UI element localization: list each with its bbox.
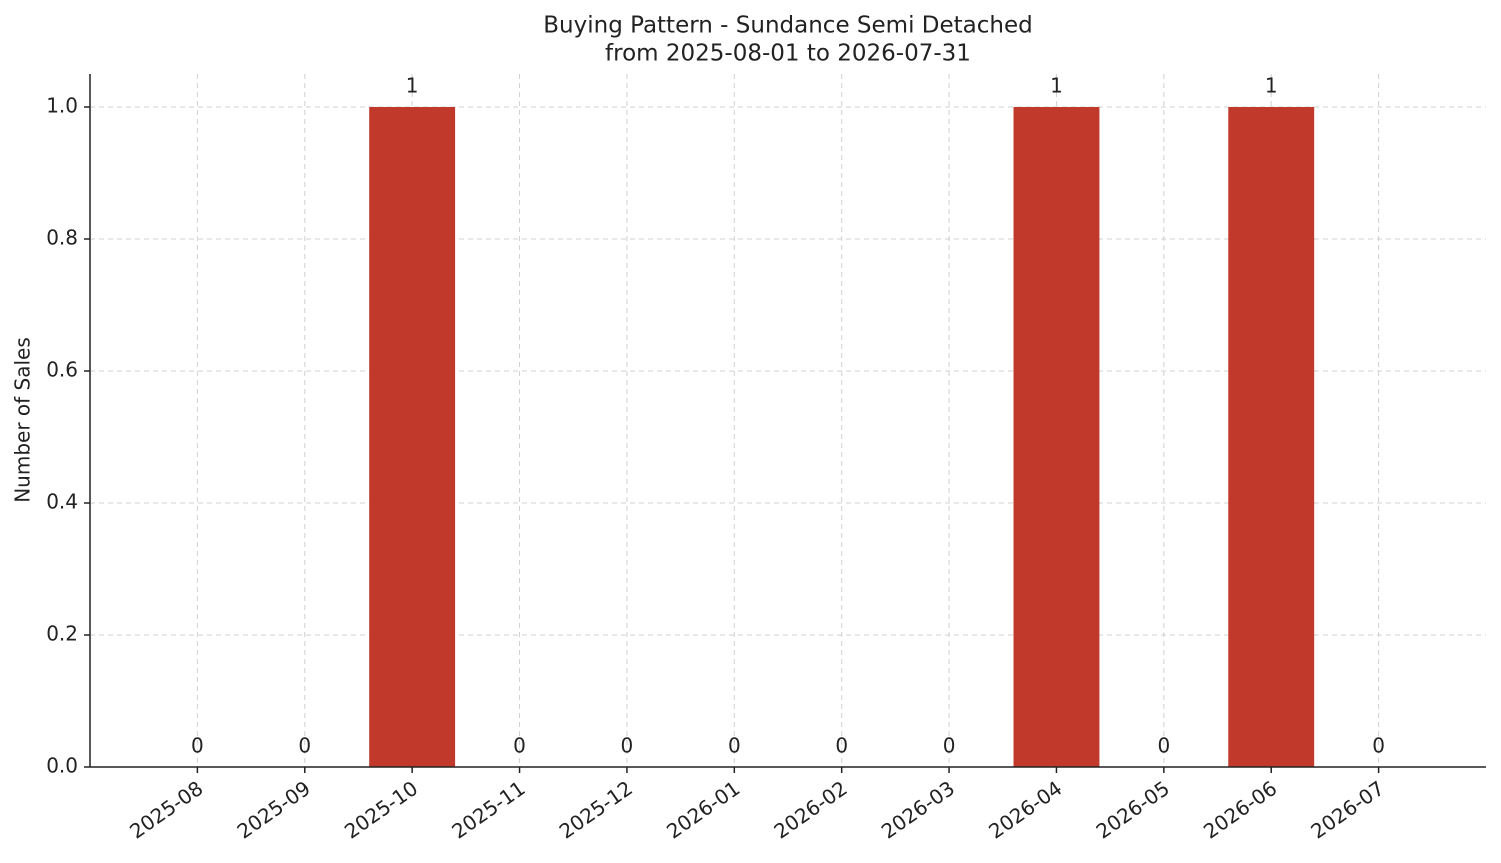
x-tick-label: 2025-11 xyxy=(447,776,529,844)
value-label: 1 xyxy=(1050,74,1063,98)
bar xyxy=(369,107,456,767)
bar xyxy=(1013,107,1100,767)
x-tick-label: 2025-08 xyxy=(125,776,207,844)
x-tick-label: 2025-09 xyxy=(233,776,315,844)
x-tick-label: 2026-06 xyxy=(1199,776,1281,844)
y-tick-label: 0.8 xyxy=(46,226,78,250)
chart-title: Buying Pattern - Sundance Semi Detached xyxy=(543,13,1032,39)
value-label: 0 xyxy=(1157,734,1170,758)
value-label: 1 xyxy=(406,74,419,98)
x-tick-label: 2025-12 xyxy=(555,776,637,844)
x-tick-label: 2026-05 xyxy=(1092,776,1174,844)
value-label: 1 xyxy=(1265,74,1278,98)
chart-subtitle: from 2025-08-01 to 2026-07-31 xyxy=(605,41,971,67)
bar xyxy=(1228,107,1315,767)
value-label: 0 xyxy=(298,734,311,758)
y-axis-label: Number of Sales xyxy=(11,337,35,503)
y-tick-label: 0.2 xyxy=(46,622,78,646)
value-label: 0 xyxy=(621,734,634,758)
x-tick-label: 2025-10 xyxy=(340,776,422,844)
x-tick-label: 2026-04 xyxy=(984,776,1066,844)
value-label: 0 xyxy=(513,734,526,758)
x-tick-label: 2026-03 xyxy=(877,776,959,844)
value-label: 0 xyxy=(943,734,956,758)
x-tick-label: 2026-01 xyxy=(662,776,744,844)
y-tick-label: 1.0 xyxy=(46,94,78,118)
y-tick-label: 0.4 xyxy=(46,490,78,514)
value-label: 0 xyxy=(835,734,848,758)
x-tick-label: 2026-07 xyxy=(1306,776,1388,844)
value-label: 0 xyxy=(191,734,204,758)
value-label: 0 xyxy=(1372,734,1385,758)
y-tick-label: 0.6 xyxy=(46,358,78,382)
y-tick-label: 0.0 xyxy=(46,754,78,778)
x-tick-label: 2026-02 xyxy=(769,776,851,844)
value-label: 0 xyxy=(728,734,741,758)
